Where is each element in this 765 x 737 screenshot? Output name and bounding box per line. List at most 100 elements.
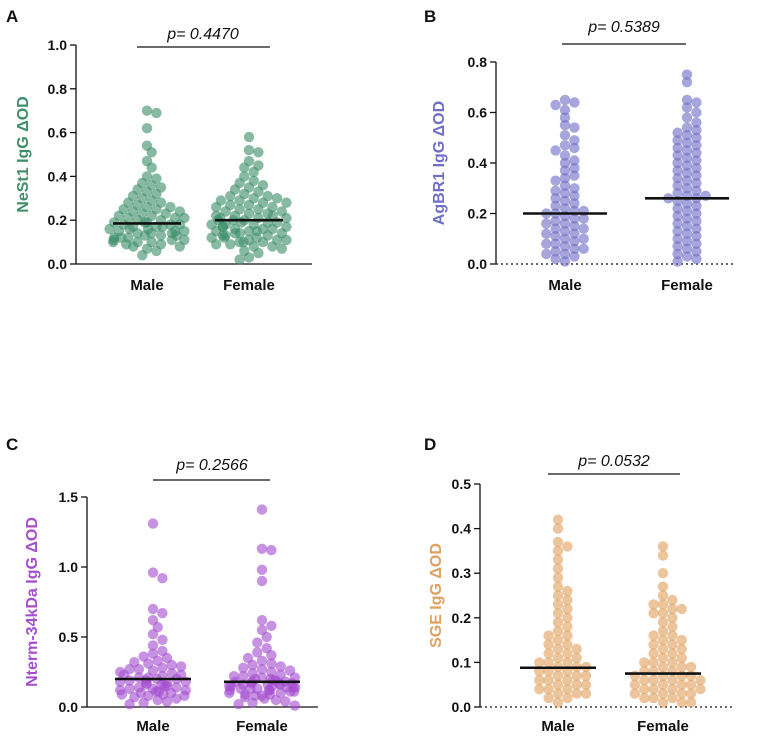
data-point: [151, 245, 162, 257]
y-tick-label: 0.5: [59, 629, 79, 645]
data-point: [211, 239, 222, 250]
y-axis-label: Nterm-34kDa IgG ΔOD: [24, 517, 41, 687]
y-tick-label: 0.4: [48, 168, 68, 184]
data-point: [559, 150, 571, 161]
data-point: [550, 223, 561, 234]
data-point: [569, 213, 580, 224]
data-point: [266, 620, 277, 631]
data-point: [657, 670, 669, 681]
y-tick-label: 0.5: [452, 476, 472, 492]
data-point: [685, 670, 697, 681]
data-point: [580, 688, 592, 699]
data-point: [559, 104, 571, 116]
data-point: [243, 199, 255, 211]
data-point: [571, 652, 582, 664]
data-point: [571, 670, 582, 681]
data-point: [146, 147, 157, 158]
data-point: [256, 655, 268, 666]
data-point: [571, 643, 582, 655]
data-point: [676, 679, 687, 690]
data-point: [672, 150, 683, 161]
data-point: [676, 643, 687, 655]
data-point: [648, 648, 659, 659]
data-point: [147, 629, 159, 640]
data-point: [559, 130, 571, 141]
data-point: [253, 204, 264, 215]
data-point: [552, 688, 564, 699]
data-point: [534, 657, 545, 668]
data-point: [271, 193, 283, 204]
data-point: [259, 693, 270, 704]
data-point: [648, 599, 659, 610]
data-point: [648, 657, 659, 668]
data-point: [559, 248, 571, 260]
data-point: [667, 639, 678, 650]
data-point: [657, 697, 669, 708]
p-value-label: p= 0.4470: [166, 26, 239, 43]
data-point: [550, 193, 561, 204]
data-point: [569, 228, 580, 239]
data-point: [550, 185, 561, 196]
data-point: [562, 621, 573, 632]
data-point: [253, 147, 264, 158]
data-point: [559, 241, 571, 252]
y-axis-label: AgBR1 IgG ΔOD: [431, 101, 448, 225]
x-category-label: Female: [223, 277, 275, 294]
data-point: [681, 130, 693, 141]
panel-letter: C: [6, 435, 18, 454]
data-point: [257, 236, 269, 248]
data-point: [657, 550, 669, 561]
data-point: [578, 233, 589, 244]
data-point: [543, 639, 554, 650]
data-point: [672, 157, 683, 169]
data-point: [562, 675, 573, 686]
data-point: [247, 659, 258, 671]
data-point: [256, 575, 268, 587]
data-point: [691, 178, 702, 189]
data-point: [648, 630, 659, 641]
data-point: [270, 694, 282, 706]
data-point: [552, 634, 564, 646]
data-point: [667, 692, 678, 704]
data-point: [166, 659, 177, 671]
data-point: [578, 243, 589, 254]
data-point: [569, 155, 580, 166]
data-point: [261, 631, 272, 643]
data-point: [676, 652, 687, 664]
data-point: [552, 536, 564, 548]
data-point: [152, 694, 163, 706]
data-point: [580, 670, 592, 681]
data-point: [691, 170, 702, 181]
data-point: [672, 127, 683, 138]
data-point: [562, 630, 573, 641]
data-point: [691, 125, 702, 136]
data-point: [552, 581, 564, 592]
data-point: [685, 697, 697, 708]
data-point: [648, 684, 659, 695]
data-point: [672, 241, 683, 252]
data-point: [672, 165, 683, 176]
data-point: [676, 697, 687, 708]
data-point: [256, 564, 268, 575]
x-category-label: Female: [637, 718, 689, 735]
data-point: [578, 223, 589, 234]
data-point: [569, 142, 580, 154]
data-point: [691, 147, 702, 159]
data-point: [639, 675, 650, 686]
data-point: [166, 234, 178, 246]
y-tick-label: 0.0: [452, 699, 472, 715]
data-point: [281, 212, 292, 224]
x-category-label: Male: [136, 718, 169, 735]
data-point: [685, 688, 697, 699]
data-point: [224, 687, 235, 699]
data-point: [569, 251, 580, 262]
y-tick-label: 1.0: [48, 37, 68, 53]
data-point: [691, 162, 702, 174]
data-point: [559, 180, 571, 191]
data-point: [559, 203, 571, 214]
data-point: [562, 585, 573, 597]
data-point: [562, 639, 573, 650]
data-point: [552, 554, 564, 565]
data-point: [133, 664, 145, 675]
